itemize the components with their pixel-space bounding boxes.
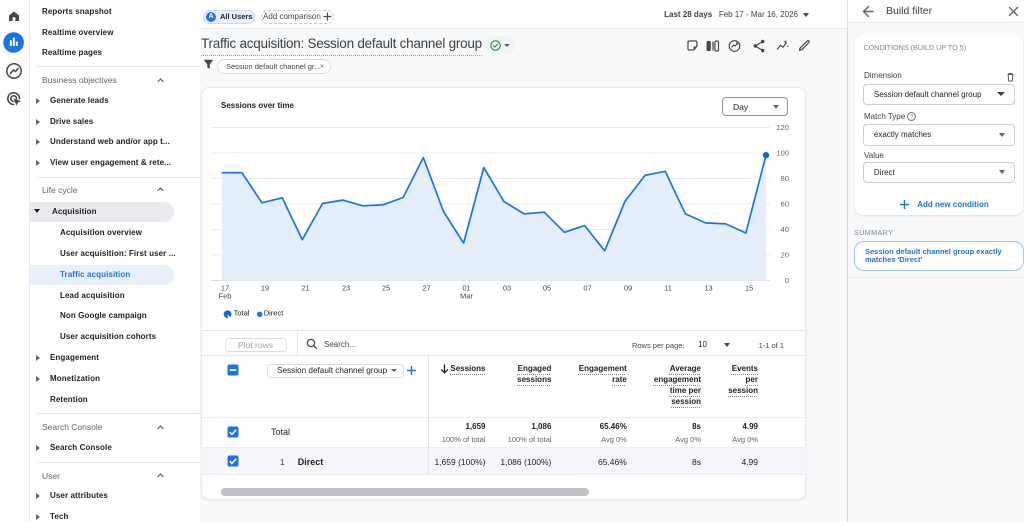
svg-text:05: 05 <box>543 284 551 293</box>
svg-text:03: 03 <box>503 284 511 293</box>
svg-text:40: 40 <box>781 225 789 234</box>
svg-text:21: 21 <box>301 284 309 293</box>
svg-text:Direct: Direct <box>264 309 285 318</box>
svg-text:07: 07 <box>583 284 591 293</box>
svg-text:17: 17 <box>221 284 229 293</box>
svg-text:11: 11 <box>664 284 672 293</box>
svg-text:0: 0 <box>785 276 789 285</box>
svg-text:13: 13 <box>704 284 712 293</box>
svg-text:120: 120 <box>776 123 789 132</box>
svg-text:Mar: Mar <box>460 292 473 301</box>
svg-text:25: 25 <box>382 284 390 293</box>
svg-text:23: 23 <box>342 284 350 293</box>
svg-text:20: 20 <box>781 251 789 260</box>
svg-text:100: 100 <box>776 149 789 158</box>
svg-text:80: 80 <box>781 174 789 183</box>
svg-text:Feb: Feb <box>219 292 232 301</box>
svg-text:60: 60 <box>781 200 789 209</box>
svg-text:19: 19 <box>261 284 269 293</box>
svg-text:15: 15 <box>745 284 753 293</box>
svg-text:09: 09 <box>624 284 632 293</box>
svg-text:27: 27 <box>422 284 430 293</box>
svg-text:?: ? <box>910 115 913 121</box>
svg-text:Total: Total <box>234 309 250 318</box>
svg-text:01: 01 <box>462 284 470 293</box>
